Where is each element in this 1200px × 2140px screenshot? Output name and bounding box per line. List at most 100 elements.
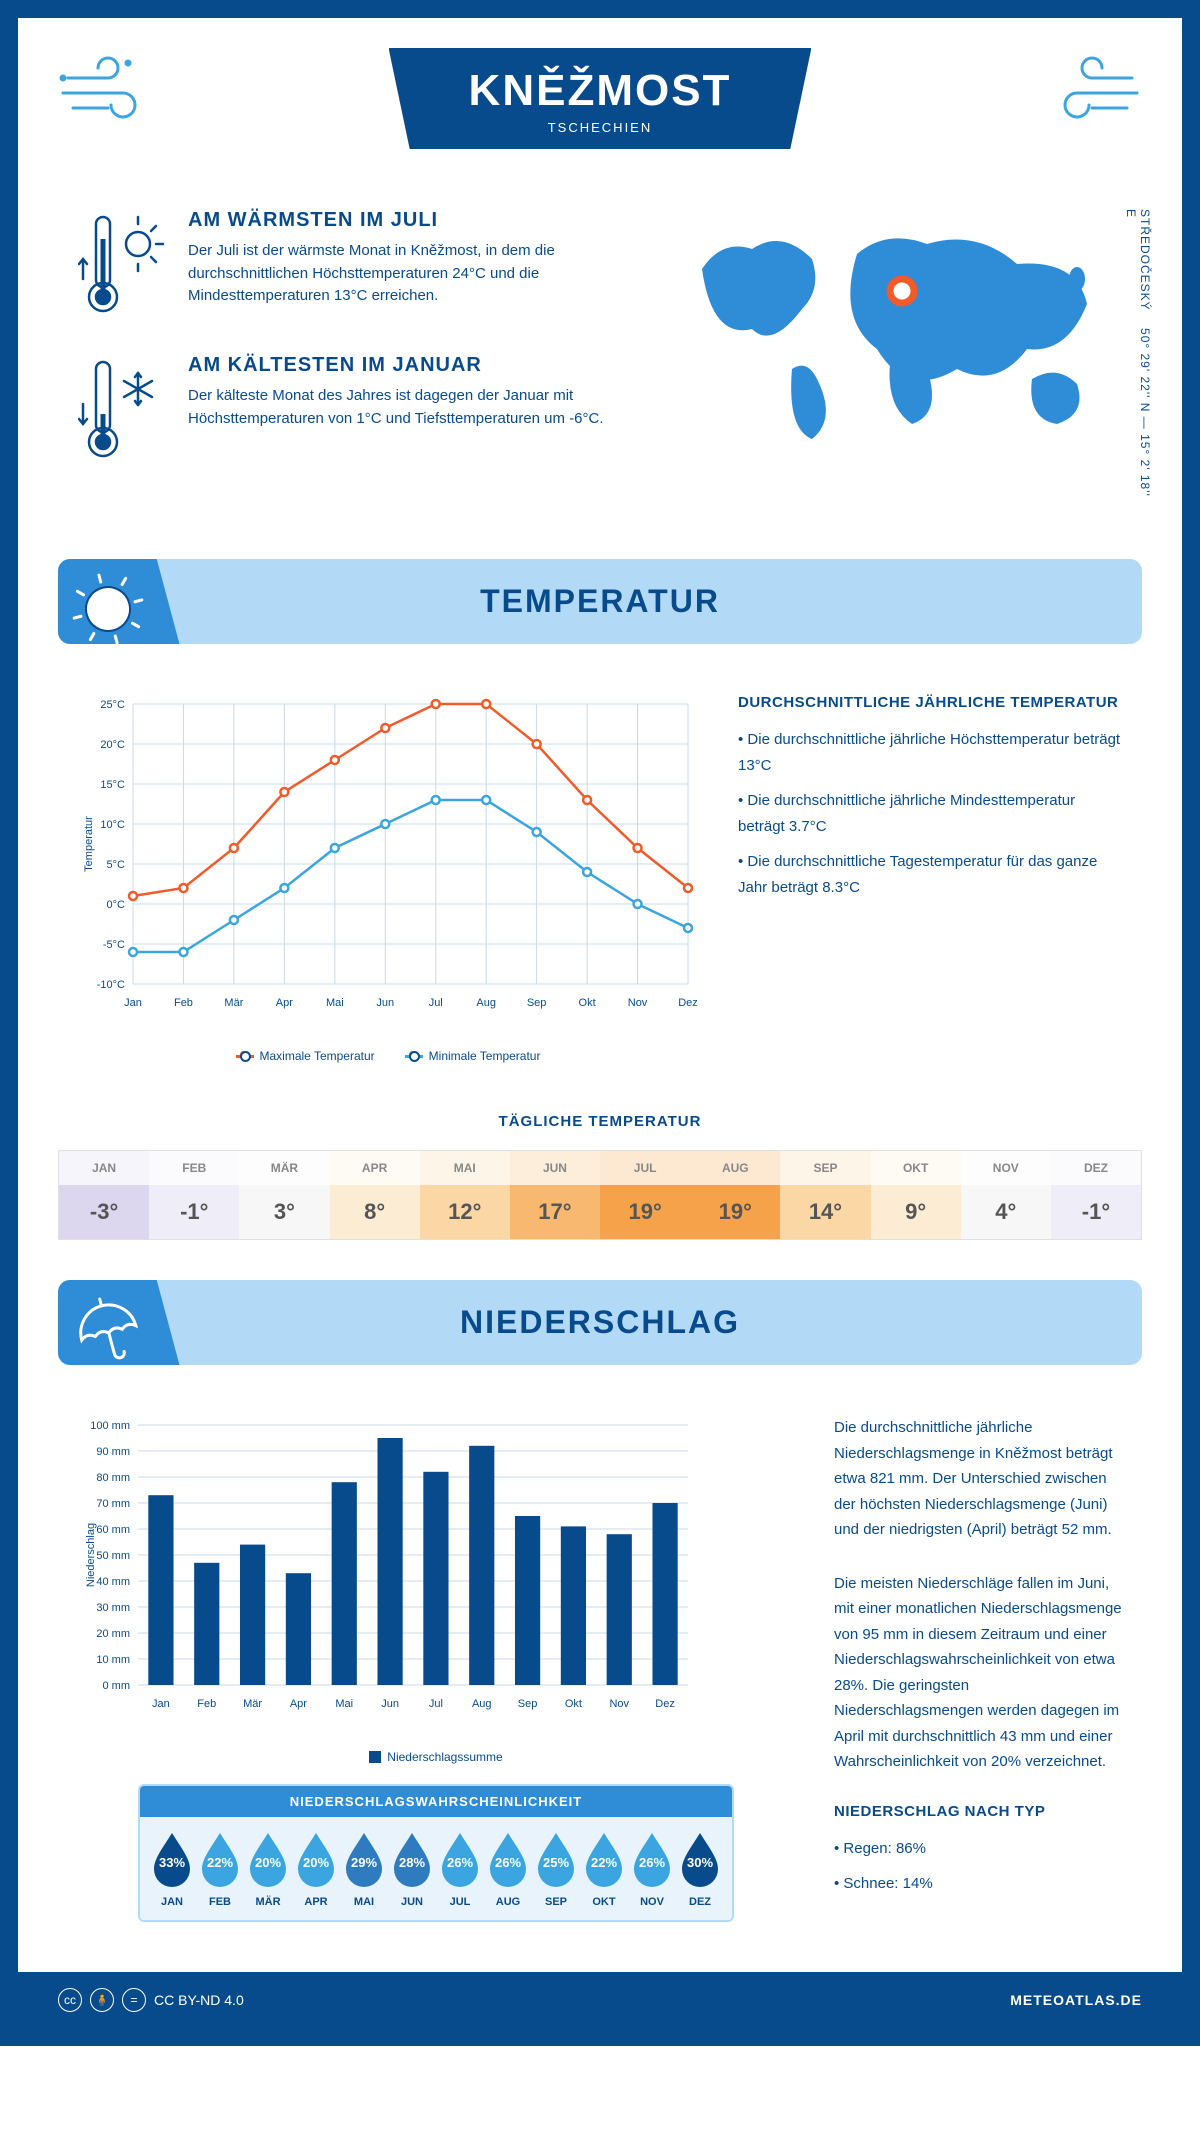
temp-cell: OKT 9° (871, 1151, 961, 1239)
temp-cell: APR 8° (330, 1151, 420, 1239)
nd-icon: = (122, 1988, 146, 2012)
temp-cell: AUG 19° (690, 1151, 780, 1239)
coldest-text: Der kälteste Monat des Jahres ist dagege… (188, 385, 622, 430)
svg-text:15°C: 15°C (100, 779, 125, 791)
svg-text:80 mm: 80 mm (96, 1472, 130, 1484)
coordinates: STŘEDOČESKÝ 50° 29' 22'' N — 15° 2' 18''… (1124, 209, 1152, 499)
brand: METEOATLAS.DE (1010, 1992, 1142, 2008)
temp-cell: JUN 17° (510, 1151, 600, 1239)
city-name: KNĚŽMOST (469, 66, 732, 116)
svg-text:Aug: Aug (472, 1698, 492, 1710)
svg-text:Temperatur: Temperatur (83, 816, 95, 872)
temperature-banner: TEMPERATUR (58, 559, 1142, 644)
title-ribbon: KNĚŽMOST TSCHECHIEN (389, 48, 812, 149)
prob-drop: 33% JAN (148, 1829, 196, 1908)
umbrella-icon (58, 1280, 181, 1365)
prob-drop: 30% DEZ (676, 1829, 724, 1908)
svg-text:Jul: Jul (429, 1698, 443, 1710)
temp-cell: NOV 4° (961, 1151, 1051, 1239)
svg-text:Jun: Jun (376, 997, 394, 1009)
prob-drop: 26% JUL (436, 1829, 484, 1908)
svg-text:0°C: 0°C (107, 899, 126, 911)
svg-text:Nov: Nov (628, 997, 648, 1009)
svg-text:Feb: Feb (174, 997, 193, 1009)
license: cc 🧍 = CC BY-ND 4.0 (58, 1988, 244, 2012)
wind-icon (58, 48, 168, 133)
svg-text:-10°C: -10°C (97, 979, 125, 991)
svg-text:60 mm: 60 mm (96, 1524, 130, 1536)
svg-text:Dez: Dez (678, 997, 698, 1009)
temp-legend: Maximale Temperatur Minimale Temperatur (78, 1049, 698, 1063)
sun-icon (58, 559, 181, 644)
country-name: TSCHECHIEN (469, 120, 732, 135)
prob-drop: 28% JUN (388, 1829, 436, 1908)
svg-text:10 mm: 10 mm (96, 1654, 130, 1666)
precip-chart-row: 0 mm 10 mm 20 mm 30 mm 40 mm 50 mm 60 mm 70 mm 8… (18, 1385, 1182, 1972)
svg-text:70 mm: 70 mm (96, 1498, 130, 1510)
svg-text:10°C: 10°C (100, 819, 125, 831)
svg-text:30 mm: 30 mm (96, 1602, 130, 1614)
precip-probability: NIEDERSCHLAGSWAHRSCHEINLICHKEIT 33% JAN … (138, 1784, 734, 1922)
svg-text:Dez: Dez (655, 1698, 675, 1710)
temp-side-text: DURCHSCHNITTLICHE JÄHRLICHE TEMPERATUR •… (738, 694, 1122, 1063)
svg-text:Mär: Mär (243, 1698, 262, 1710)
prob-drop: 22% FEB (196, 1829, 244, 1908)
svg-text:90 mm: 90 mm (96, 1446, 130, 1458)
svg-text:Sep: Sep (518, 1698, 538, 1710)
svg-text:Mai: Mai (335, 1698, 353, 1710)
header: KNĚŽMOST TSCHECHIEN (18, 18, 1182, 189)
temp-cell: MÄR 3° (239, 1151, 329, 1239)
prob-drop: 26% NOV (628, 1829, 676, 1908)
temp-cell: FEB -1° (149, 1151, 239, 1239)
temp-cell: DEZ -1° (1051, 1151, 1141, 1239)
svg-text:50 mm: 50 mm (96, 1550, 130, 1562)
footer: cc 🧍 = CC BY-ND 4.0 METEOATLAS.DE (18, 1972, 1182, 2028)
svg-text:Okt: Okt (579, 997, 596, 1009)
daily-temp-table: JAN -3° FEB -1° MÄR 3° APR 8° MAI 12° JU… (58, 1150, 1142, 1240)
svg-text:Feb: Feb (197, 1698, 216, 1710)
temperature-line-chart: -10°C -5°C 0°C 5°C 10°C 15°C 20°C 25°C Jan Feb Mär… (78, 694, 698, 1034)
cc-icon: cc (58, 1988, 82, 2012)
precip-banner: NIEDERSCHLAG (58, 1280, 1142, 1365)
svg-text:Aug: Aug (476, 997, 496, 1009)
svg-text:-5°C: -5°C (103, 939, 125, 951)
svg-text:20°C: 20°C (100, 739, 125, 751)
warmest-block: AM WÄRMSTEN IM JULI Der Juli ist der wär… (78, 209, 622, 324)
svg-text:Sep: Sep (527, 997, 547, 1009)
thermometer-cold-icon (78, 354, 168, 469)
temp-chart-row: -10°C -5°C 0°C 5°C 10°C 15°C 20°C 25°C Jan Feb Mär… (18, 664, 1182, 1093)
svg-text:Jan: Jan (152, 1698, 170, 1710)
intro-section: AM WÄRMSTEN IM JULI Der Juli ist der wär… (18, 189, 1182, 539)
temp-cell: JAN -3° (59, 1151, 149, 1239)
daily-temp-title: TÄGLICHE TEMPERATUR (18, 1113, 1182, 1130)
temp-cell: SEP 14° (780, 1151, 870, 1239)
svg-text:0 mm: 0 mm (103, 1680, 131, 1692)
svg-text:20 mm: 20 mm (96, 1628, 130, 1640)
temp-cell: MAI 12° (420, 1151, 510, 1239)
svg-text:Jun: Jun (381, 1698, 399, 1710)
prob-drop: 26% AUG (484, 1829, 532, 1908)
thermometer-hot-icon (78, 209, 168, 324)
svg-text:Nov: Nov (609, 1698, 629, 1710)
temp-cell: JUL 19° (600, 1151, 690, 1239)
prob-drop: 22% OKT (580, 1829, 628, 1908)
prob-drop: 20% MÄR (244, 1829, 292, 1908)
svg-text:5°C: 5°C (107, 859, 126, 871)
warmest-title: AM WÄRMSTEN IM JULI (188, 209, 622, 232)
coldest-block: AM KÄLTESTEN IM JANUAR Der kälteste Mona… (78, 354, 622, 469)
svg-text:Okt: Okt (565, 1698, 582, 1710)
svg-text:Mai: Mai (326, 997, 344, 1009)
svg-text:Jan: Jan (124, 997, 142, 1009)
svg-text:40 mm: 40 mm (96, 1576, 130, 1588)
precip-section-title: NIEDERSCHLAG (78, 1304, 1122, 1341)
prob-drop: 20% APR (292, 1829, 340, 1908)
by-icon: 🧍 (90, 1988, 114, 2012)
precip-side-text: Die durchschnittliche jährliche Niedersc… (834, 1415, 1122, 1942)
precip-legend: Niederschlagssumme (78, 1750, 794, 1764)
svg-text:Apr: Apr (290, 1698, 307, 1710)
svg-text:Niederschlag: Niederschlag (85, 1523, 97, 1587)
svg-text:25°C: 25°C (100, 699, 125, 711)
warmest-text: Der Juli ist der wärmste Monat in Kněžmo… (188, 240, 622, 308)
svg-text:Mär: Mär (224, 997, 243, 1009)
svg-text:Jul: Jul (429, 997, 443, 1009)
